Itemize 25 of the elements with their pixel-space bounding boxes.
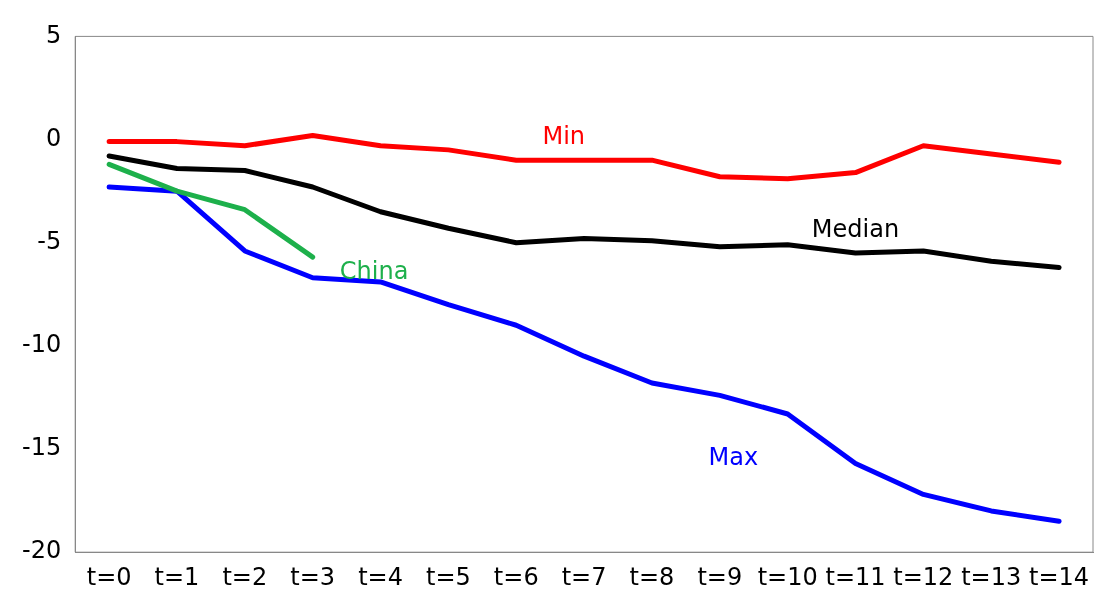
series-label: Median [811, 215, 900, 244]
y-tick-label: -5 [37, 226, 62, 255]
x-tick-label: t=12 [893, 562, 954, 591]
x-tick-label: t=1 [154, 562, 200, 591]
y-tick-label: 0 [45, 123, 62, 152]
x-tick-label: t=13 [961, 562, 1022, 591]
x-tick-label: t=0 [86, 562, 132, 591]
series-label: Max [708, 443, 759, 472]
x-tick-label: t=11 [825, 562, 886, 591]
series-label: China [339, 257, 409, 286]
x-tick-label: t=10 [757, 562, 818, 591]
x-tick-label: t=4 [358, 562, 403, 591]
x-tick-label: t=6 [493, 562, 539, 591]
y-tick-label: -20 [22, 536, 62, 565]
series-label: Min [542, 122, 586, 151]
x-tick-label: t=8 [629, 562, 675, 591]
x-tick-label: t=3 [290, 562, 336, 591]
x-tick-label: t=14 [1029, 562, 1090, 591]
x-tick-label: t=7 [561, 562, 607, 591]
x-tick-label: t=5 [425, 562, 471, 591]
y-tick-label: -15 [22, 433, 62, 462]
x-tick-label: t=2 [222, 562, 268, 591]
x-tick-label: t=9 [697, 562, 743, 591]
y-tick-label: -10 [22, 330, 62, 359]
y-tick-label: 5 [45, 20, 62, 49]
